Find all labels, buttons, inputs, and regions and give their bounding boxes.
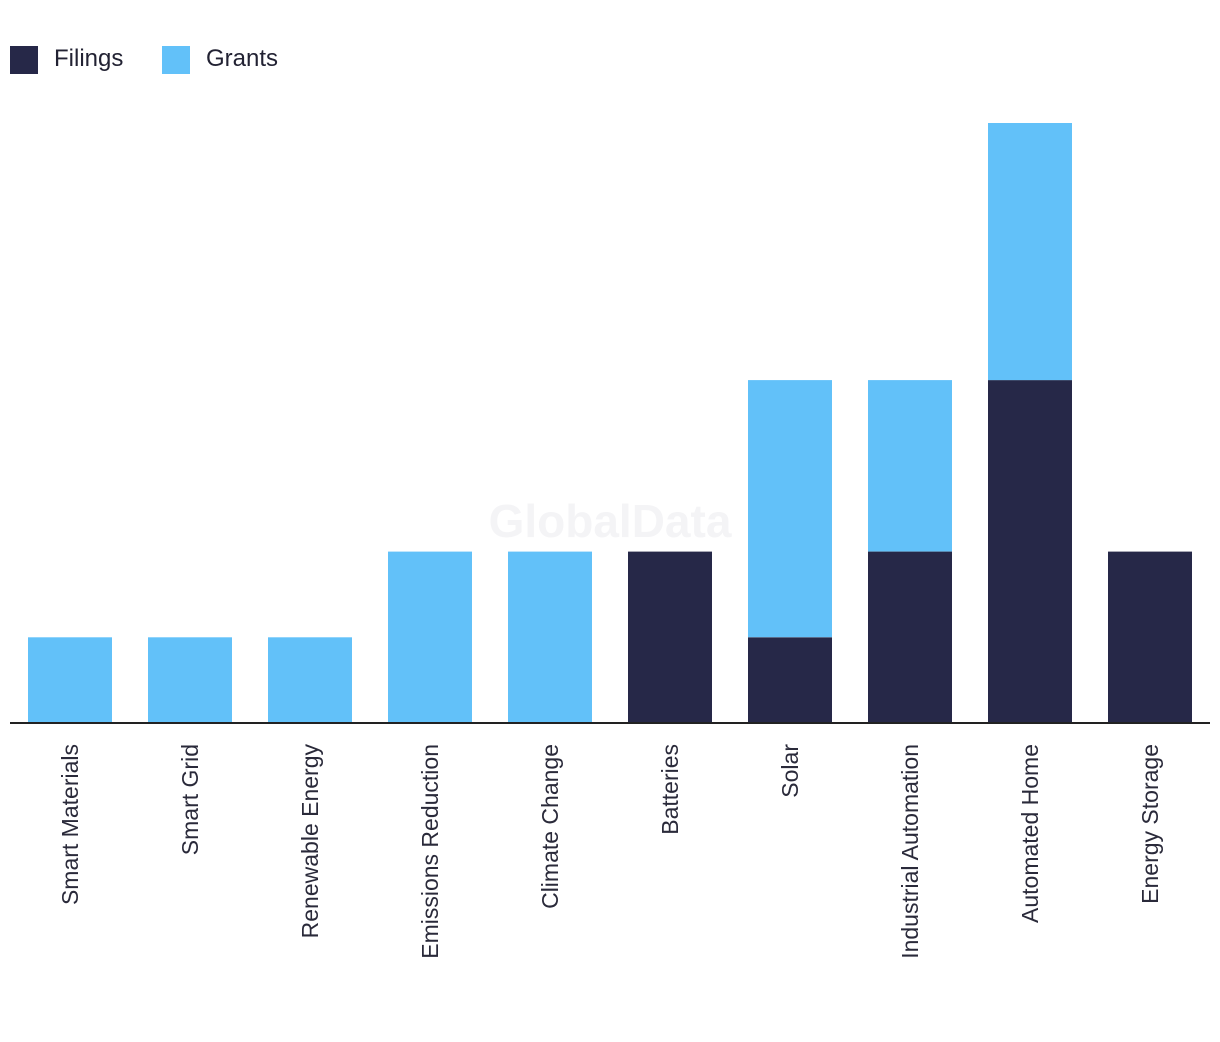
bar-filings-automated-home	[988, 380, 1072, 723]
bar-grants-climate-change	[508, 551, 592, 723]
x-tick-label: Industrial Automation	[897, 744, 923, 959]
x-tick-label: Automated Home	[1017, 744, 1043, 923]
bar-grants-solar	[748, 380, 832, 638]
bar-grants-smart-materials	[28, 637, 112, 723]
legend-label-filings: Filings	[54, 45, 123, 72]
bars	[28, 123, 1192, 723]
x-tick-labels: Smart Materials Smart Grid Renewable Energ…	[57, 744, 1163, 959]
x-tick-label: Climate Change	[537, 744, 563, 909]
legend-swatch-filings	[10, 46, 38, 74]
bar-filings-solar	[748, 637, 832, 723]
bar-filings-industrial-automation	[868, 551, 952, 723]
bar-grants-renewable-energy	[268, 637, 352, 723]
x-tick-label: Energy Storage	[1137, 744, 1163, 904]
bar-grants-smart-grid	[148, 637, 232, 723]
x-tick-label: Smart Grid	[177, 744, 203, 855]
legend-label-grants: Grants	[206, 45, 278, 72]
x-tick-label: Emissions Reduction	[417, 744, 443, 959]
bar-filings-batteries	[628, 551, 712, 723]
legend: Filings Grants	[10, 45, 278, 74]
bar-filings-energy-storage	[1108, 551, 1192, 723]
bar-grants-automated-home	[988, 123, 1072, 381]
watermark: GlobalData	[489, 495, 732, 547]
x-tick-label: Solar	[777, 744, 803, 798]
x-tick-label: Smart Materials	[57, 744, 83, 905]
legend-swatch-grants	[162, 46, 190, 74]
x-tick-label: Renewable Energy	[297, 744, 323, 939]
x-tick-label: Batteries	[657, 744, 683, 835]
bar-grants-emissions-reduction	[388, 551, 472, 723]
bar-grants-industrial-automation	[868, 380, 952, 552]
